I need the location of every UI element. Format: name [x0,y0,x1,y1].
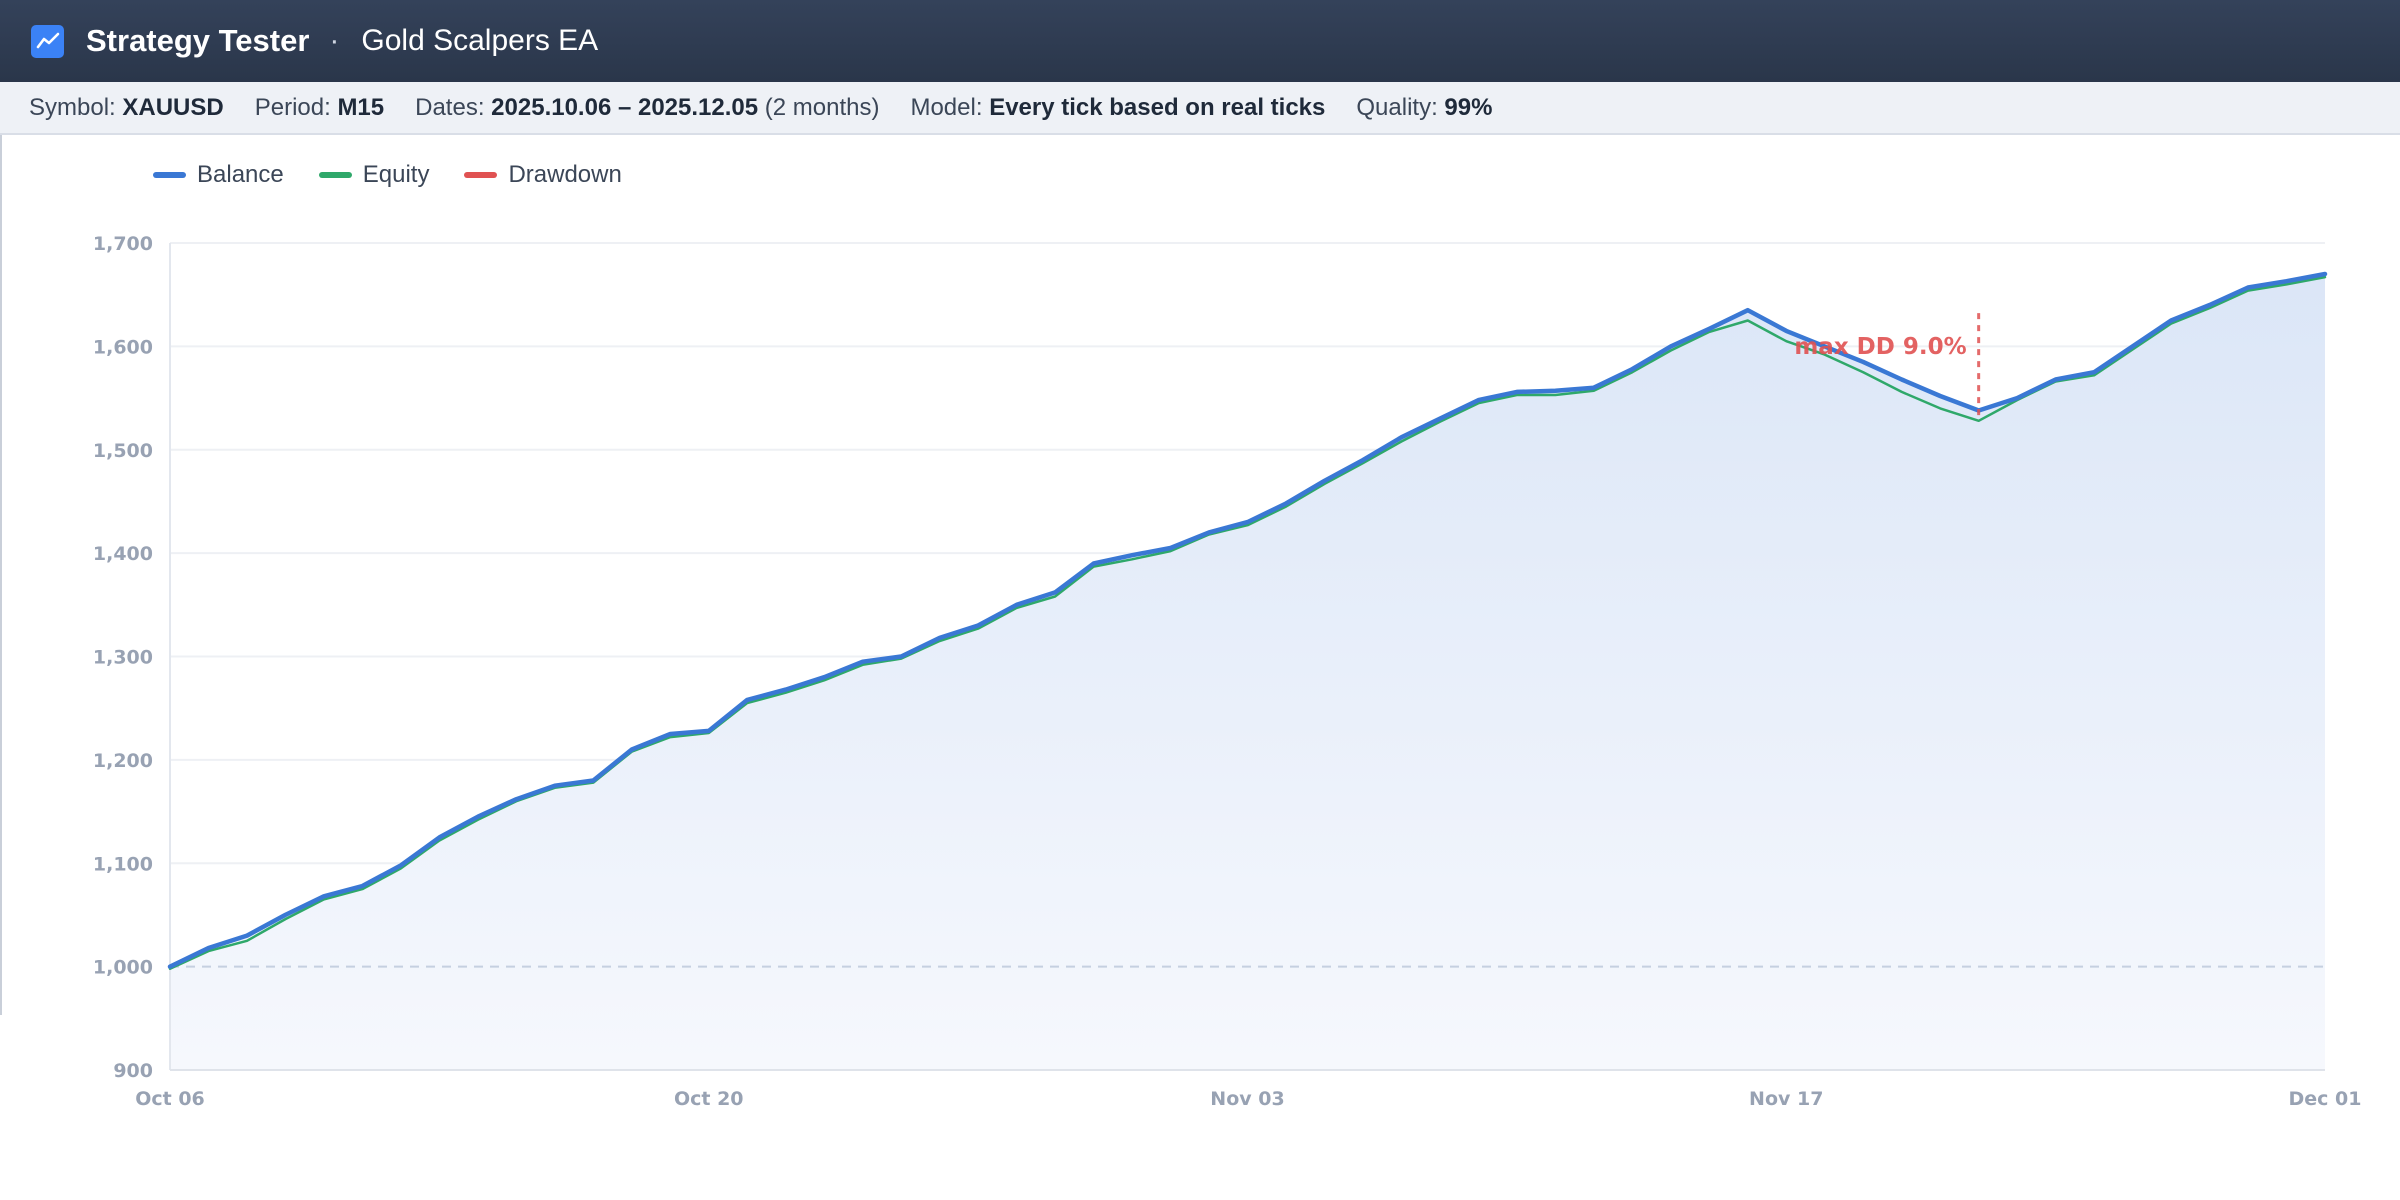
title-separator: · [329,24,340,57]
chart-legend: Balance Equity Drawdown [153,161,657,189]
legend-swatch-equity [318,172,352,178]
x-tick-label: Dec 01 [2289,1088,2362,1110]
dates-label: Dates: [415,93,485,121]
chart-line-icon [31,24,64,58]
legend-label-balance: Balance [197,161,284,188]
y-tick-label: 1,300 [93,647,153,669]
max-drawdown-label: max DD 9.0% [1794,334,1966,360]
symbol-value: XAUUSD [122,93,224,121]
y-tick-label: 1,500 [93,440,153,462]
settings-info-bar: Symbol: XAUUSD Period: M15 Dates: 2025.1… [0,82,2400,135]
series-line-balance [167,271,2328,969]
y-tick-label: 1,000 [93,957,153,979]
model-label: Model: [910,93,983,121]
dates-value: 2025.10.06 – 2025.12.05 [491,93,759,121]
legend-label-equity: Equity [362,161,430,188]
x-tick-label: Oct 20 [674,1088,744,1110]
balance-area [170,274,2325,1070]
legend-item-equity[interactable]: Equity [318,161,430,189]
legend-label-drawdown: Drawdown [508,161,622,188]
quality-label: Quality: [1356,93,1438,121]
quality-value: 99% [1444,93,1493,121]
left-border [0,135,2,1015]
period-info: Period: M15 [255,94,384,122]
symbol-info: Symbol: XAUUSD [29,94,224,122]
quality-info: Quality: 99% [1356,94,1492,122]
dates-note: (2 months) [764,93,880,121]
y-tick-label: 900 [113,1060,153,1082]
y-tick-label: 1,400 [93,543,153,565]
x-tick-label: Oct 06 [135,1088,205,1110]
legend-swatch-drawdown [464,172,498,178]
title-bar: Strategy Tester · Gold Scalpers EA [0,0,2400,82]
app-title: Strategy Tester [86,23,310,58]
period-label: Period: [254,93,331,121]
legend-item-drawdown[interactable]: Drawdown [464,161,622,189]
x-tick-label: Nov 17 [1749,1088,1823,1110]
y-tick-label: 1,700 [93,233,153,255]
ea-name: Gold Scalpers EA [361,24,599,57]
y-tick-label: 1,100 [93,853,153,875]
dates-info: Dates: 2025.10.06 – 2025.12.05 (2 months… [415,94,879,122]
y-tick-label: 1,600 [93,336,153,358]
period-value: M15 [337,93,385,121]
model-value: Every tick based on real ticks [989,93,1326,121]
x-tick-label: Nov 03 [1210,1088,1284,1110]
legend-item-balance[interactable]: Balance [153,161,284,189]
legend-swatch-balance [153,172,186,178]
y-tick-label: 1,200 [93,750,153,772]
model-info: Model: Every tick based on real ticks [910,94,1325,122]
symbol-label: Symbol: [29,93,116,121]
